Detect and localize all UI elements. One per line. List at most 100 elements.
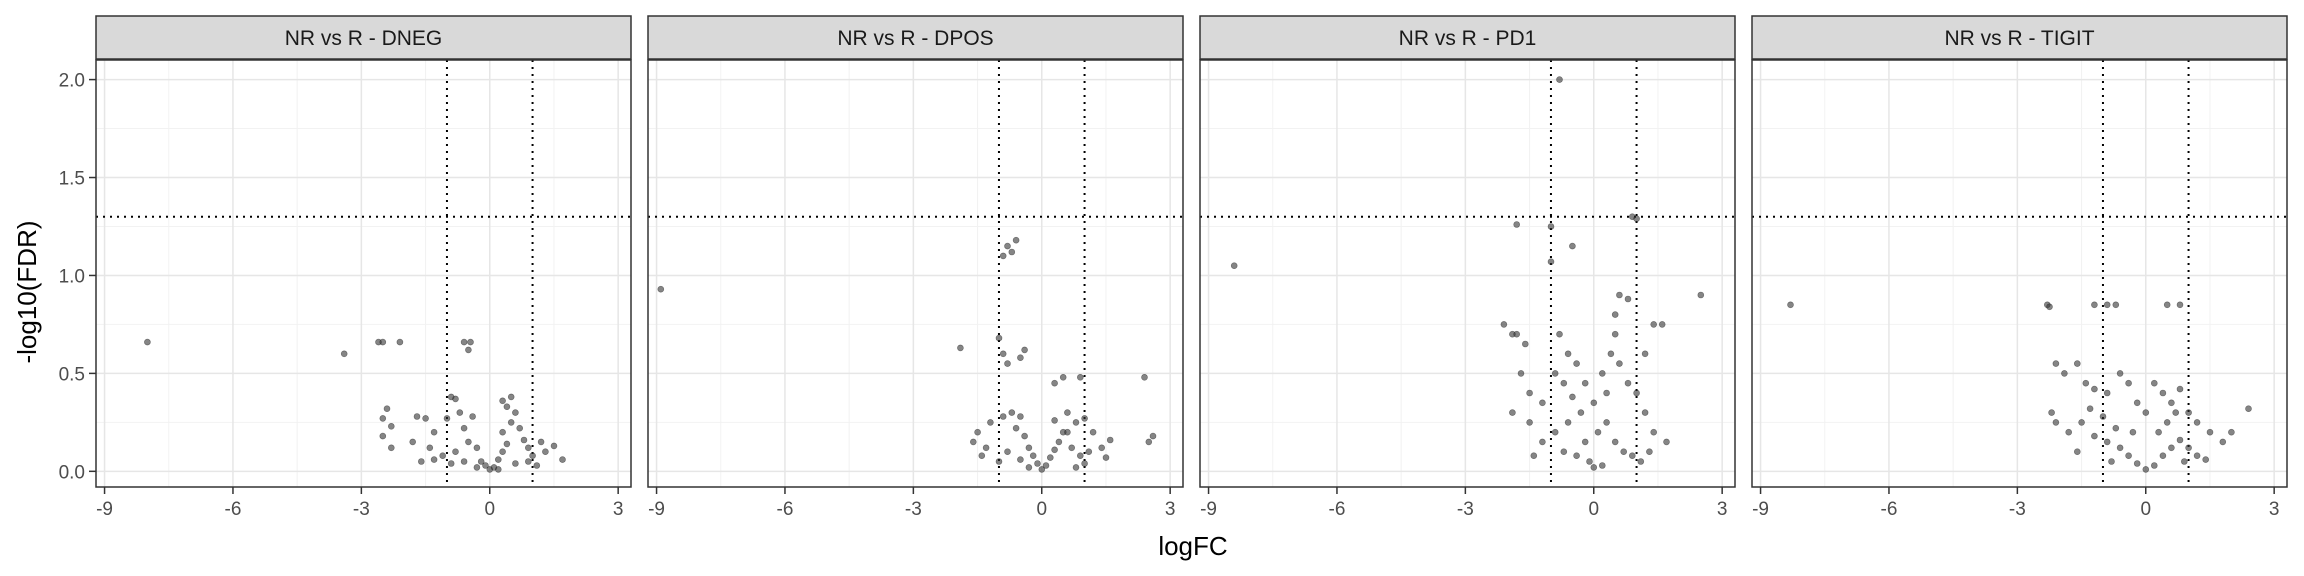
data-point (340, 350, 348, 358)
data-point (2129, 428, 2137, 436)
data-point (1059, 373, 1067, 381)
data-point (1590, 464, 1598, 471)
data-point (1551, 370, 1559, 377)
data-point (1513, 221, 1520, 228)
data-point (1616, 360, 1623, 367)
data-point (2065, 428, 2072, 436)
data-point (452, 395, 459, 403)
data-point (1051, 446, 1058, 454)
data-point (542, 448, 549, 456)
data-point (1539, 399, 1546, 407)
data-point (469, 413, 476, 420)
data-point (1611, 311, 1619, 318)
data-point (1102, 454, 1110, 461)
data-point (2206, 428, 2214, 436)
data-point (1004, 360, 1011, 367)
data-point (1547, 223, 1555, 230)
data-point (537, 438, 545, 446)
data-point (1141, 373, 1148, 381)
data-point (2142, 466, 2150, 473)
x-axis-panel-1: -9 -6 -3 0 3 (96, 487, 623, 520)
data-point (499, 428, 506, 436)
y-tick-label: 0.5 (59, 364, 85, 385)
panel-border (95, 59, 632, 488)
data-point (1564, 350, 1572, 358)
data-point (2099, 413, 2107, 420)
plot-background (1752, 60, 2287, 487)
facet-panel-3: NR vs R - PD1 (1199, 15, 1736, 488)
data-point (2112, 301, 2120, 309)
data-point (1556, 330, 1563, 338)
data-point (1577, 409, 1585, 416)
data-point (447, 460, 455, 467)
x-axis-title: logFC (1158, 531, 1227, 561)
major-gridlines (96, 60, 631, 487)
data-point (503, 403, 511, 411)
data-point (559, 456, 566, 463)
data-point (1594, 428, 1602, 436)
data-point (987, 419, 994, 426)
data-point (396, 338, 404, 346)
facet-panels: NR vs R - DNEG NR vs R - DPOS NR vs R - PD… (95, 15, 2288, 488)
x-tick-label: -3 (353, 499, 370, 520)
data-point (1603, 389, 1610, 397)
facet-strip-label: NR vs R - DPOS (837, 27, 993, 50)
data-point (529, 452, 536, 460)
y-axis: 0.0 0.5 1.0 1.5 2.0 (59, 71, 96, 483)
data-point (417, 458, 425, 465)
data-point (1149, 432, 1157, 440)
data-point (1526, 419, 1533, 426)
data-point (957, 344, 964, 352)
minor-gridlines (1200, 60, 1735, 487)
data-point (422, 415, 429, 422)
data-point (1637, 458, 1645, 465)
data-point (999, 413, 1007, 420)
plot-background (1200, 60, 1735, 487)
minor-gridlines (1752, 60, 2287, 487)
data-point (999, 252, 1007, 260)
facet-panel-2: NR vs R - DPOS (647, 15, 1184, 488)
data-point (1051, 379, 1058, 387)
data-point (1573, 360, 1580, 367)
data-point (503, 440, 511, 448)
data-point (2176, 436, 2184, 444)
data-point (1017, 456, 1024, 463)
data-point (1085, 448, 1093, 456)
data-point (1230, 262, 1238, 270)
data-point (2163, 301, 2171, 309)
data-point (1629, 452, 1636, 460)
data-point (1029, 452, 1037, 460)
major-gridlines (648, 60, 1183, 487)
data-point (1004, 242, 1011, 250)
data-point (473, 444, 481, 452)
data-point (1586, 458, 1593, 465)
data-point (2103, 438, 2111, 446)
data-point (1012, 236, 1020, 244)
data-point (2163, 419, 2171, 426)
data-point (1581, 438, 1589, 446)
data-point (1522, 340, 1529, 348)
data-point (1081, 460, 1088, 467)
data-point (473, 464, 481, 471)
data-point (1017, 354, 1024, 362)
data-point (460, 424, 468, 432)
data-point (1663, 438, 1670, 446)
minor-gridlines (648, 60, 1183, 487)
data-point (2125, 379, 2132, 387)
data-point (494, 466, 502, 473)
x-tick-label: -3 (2009, 499, 2026, 520)
data-point (1611, 438, 1619, 446)
data-point (1590, 399, 1598, 407)
minor-gridlines (96, 60, 631, 487)
data-point (2176, 385, 2184, 393)
data-point (2074, 360, 2081, 367)
data-point (1059, 428, 1067, 436)
data-point (969, 438, 977, 446)
x-tick-label: -3 (905, 499, 922, 520)
data-point (1697, 291, 1705, 299)
data-point (2228, 428, 2235, 436)
data-point (1539, 438, 1546, 446)
data-points (657, 236, 1157, 473)
data-point (426, 444, 434, 452)
data-point (1569, 393, 1576, 401)
